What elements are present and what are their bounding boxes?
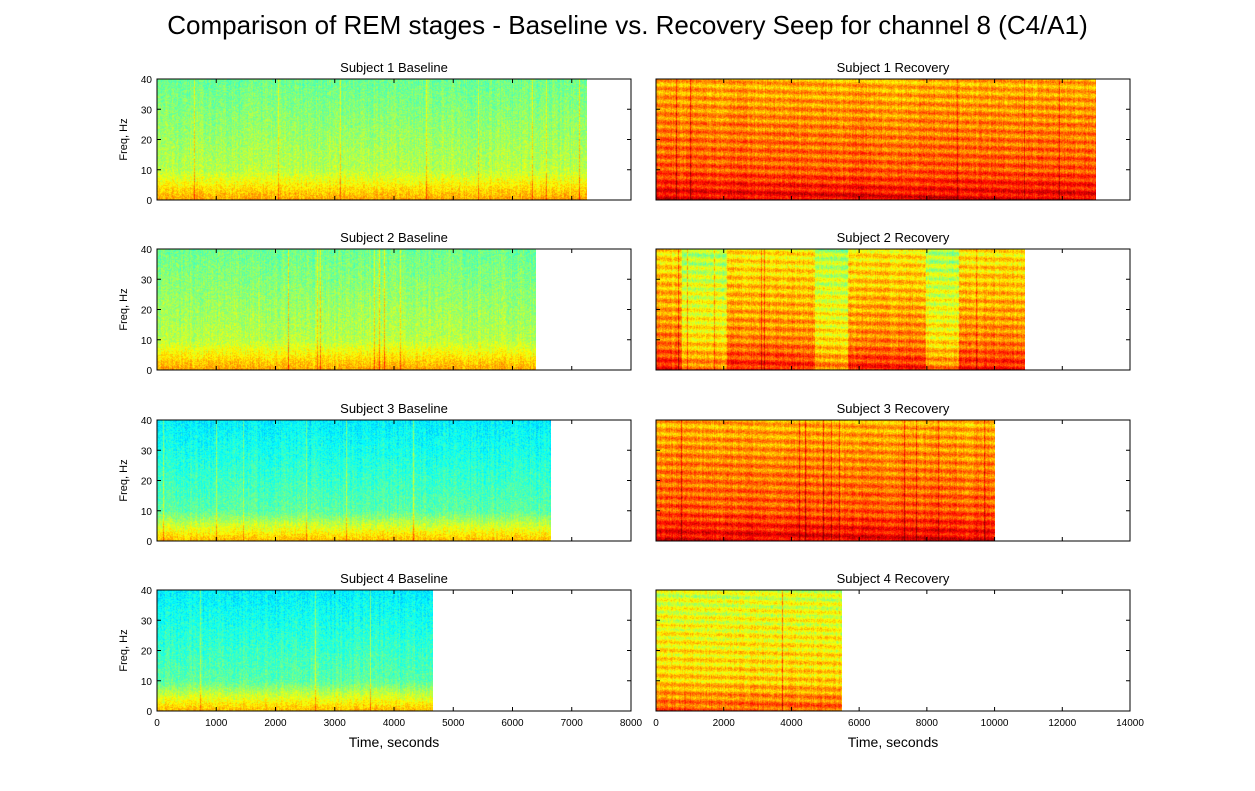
subplot-4: Subject 2 Recovery	[655, 230, 1131, 371]
x-axis-label: Time, seconds	[848, 734, 939, 750]
x-tick-label: 5000	[442, 718, 465, 729]
spectrogram-4	[656, 249, 1025, 370]
subplot-title: Subject 1 Baseline	[340, 60, 448, 75]
y-tick-label: 0	[146, 537, 152, 548]
x-tick-label: 3000	[324, 718, 347, 729]
y-tick-label: 20	[141, 477, 153, 488]
y-axis-label: Freq, Hz	[118, 288, 130, 330]
y-tick-label: 30	[141, 275, 153, 286]
spectrogram-3	[157, 249, 536, 370]
x-tick-label: 10000	[981, 718, 1009, 729]
spectrogram-2	[656, 79, 1096, 200]
y-tick-label: 40	[141, 75, 153, 86]
x-tick-label: 1000	[205, 718, 228, 729]
x-tick-label: 2000	[713, 718, 736, 729]
subplot-title: Subject 3 Recovery	[837, 401, 950, 416]
y-tick-label: 20	[141, 306, 153, 317]
y-tick-label: 20	[141, 136, 153, 147]
y-tick-label: 20	[141, 647, 153, 658]
y-tick-label: 30	[141, 616, 153, 627]
subplot-title: Subject 1 Recovery	[837, 60, 950, 75]
x-tick-label: 0	[653, 718, 659, 729]
subplot-title: Subject 2 Baseline	[340, 230, 448, 245]
y-tick-label: 30	[141, 446, 153, 457]
y-tick-label: 0	[146, 707, 152, 718]
x-tick-label: 4000	[383, 718, 406, 729]
x-tick-label: 6000	[848, 718, 871, 729]
y-axis-label: Freq, Hz	[118, 118, 130, 160]
x-tick-label: 8000	[620, 718, 643, 729]
x-tick-label: 7000	[561, 718, 584, 729]
x-tick-label: 6000	[501, 718, 524, 729]
spectrogram-5	[157, 420, 551, 541]
subplot-2: Subject 1 Recovery	[655, 60, 1131, 201]
x-tick-label: 4000	[780, 718, 803, 729]
y-axis-label: Freq, Hz	[118, 629, 130, 671]
subplot-3: Subject 2 Baseline 0 10 20 30 40 Freq, Hz	[118, 230, 632, 377]
y-tick-label: 0	[146, 366, 152, 377]
x-tick-label: 14000	[1116, 718, 1144, 729]
subplot-6: Subject 3 Recovery	[655, 401, 1131, 542]
subplot-title: Subject 3 Baseline	[340, 401, 448, 416]
subplot-5: Subject 3 Baseline 0 10 20 30 40 Freq, Hz	[118, 401, 632, 548]
x-tick-label: 2000	[264, 718, 287, 729]
x-tick-label: 8000	[916, 718, 939, 729]
y-tick-label: 10	[141, 336, 153, 347]
y-tick-label: 30	[141, 105, 153, 116]
y-tick-label: 10	[141, 507, 153, 518]
spectrogram-1	[157, 79, 587, 200]
y-tick-label: 10	[141, 677, 153, 688]
spectrogram-6	[656, 420, 995, 541]
spectrogram-8	[656, 590, 842, 711]
subplot-title: Subject 4 Baseline	[340, 571, 448, 586]
subplot-7: Subject 4 Baseline 0 1000 2000 3000 4000 5000 6…	[118, 571, 643, 750]
figure-title: Comparison of REM stages - Baseline vs. …	[167, 10, 1088, 40]
subplot-title: Subject 4 Recovery	[837, 571, 950, 586]
subplot-8: Subject 4 Recovery 0 2000 4000 6000 8000 10000…	[653, 571, 1144, 750]
y-tick-label: 40	[141, 245, 153, 256]
y-tick-label: 10	[141, 166, 153, 177]
y-tick-label: 40	[141, 586, 153, 597]
x-axis-label: Time, seconds	[349, 734, 440, 750]
y-axis-label: Freq, Hz	[118, 459, 130, 501]
subplot-title: Subject 2 Recovery	[837, 230, 950, 245]
y-tick-label: 0	[146, 196, 152, 207]
x-tick-label: 12000	[1048, 718, 1076, 729]
spectrogram-7	[157, 590, 433, 711]
x-tick-label: 0	[154, 718, 160, 729]
y-tick-label: 40	[141, 416, 153, 427]
subplot-1: Subject 1 Baseline 0 10 20 30 40 Freq, Hz	[118, 60, 632, 207]
